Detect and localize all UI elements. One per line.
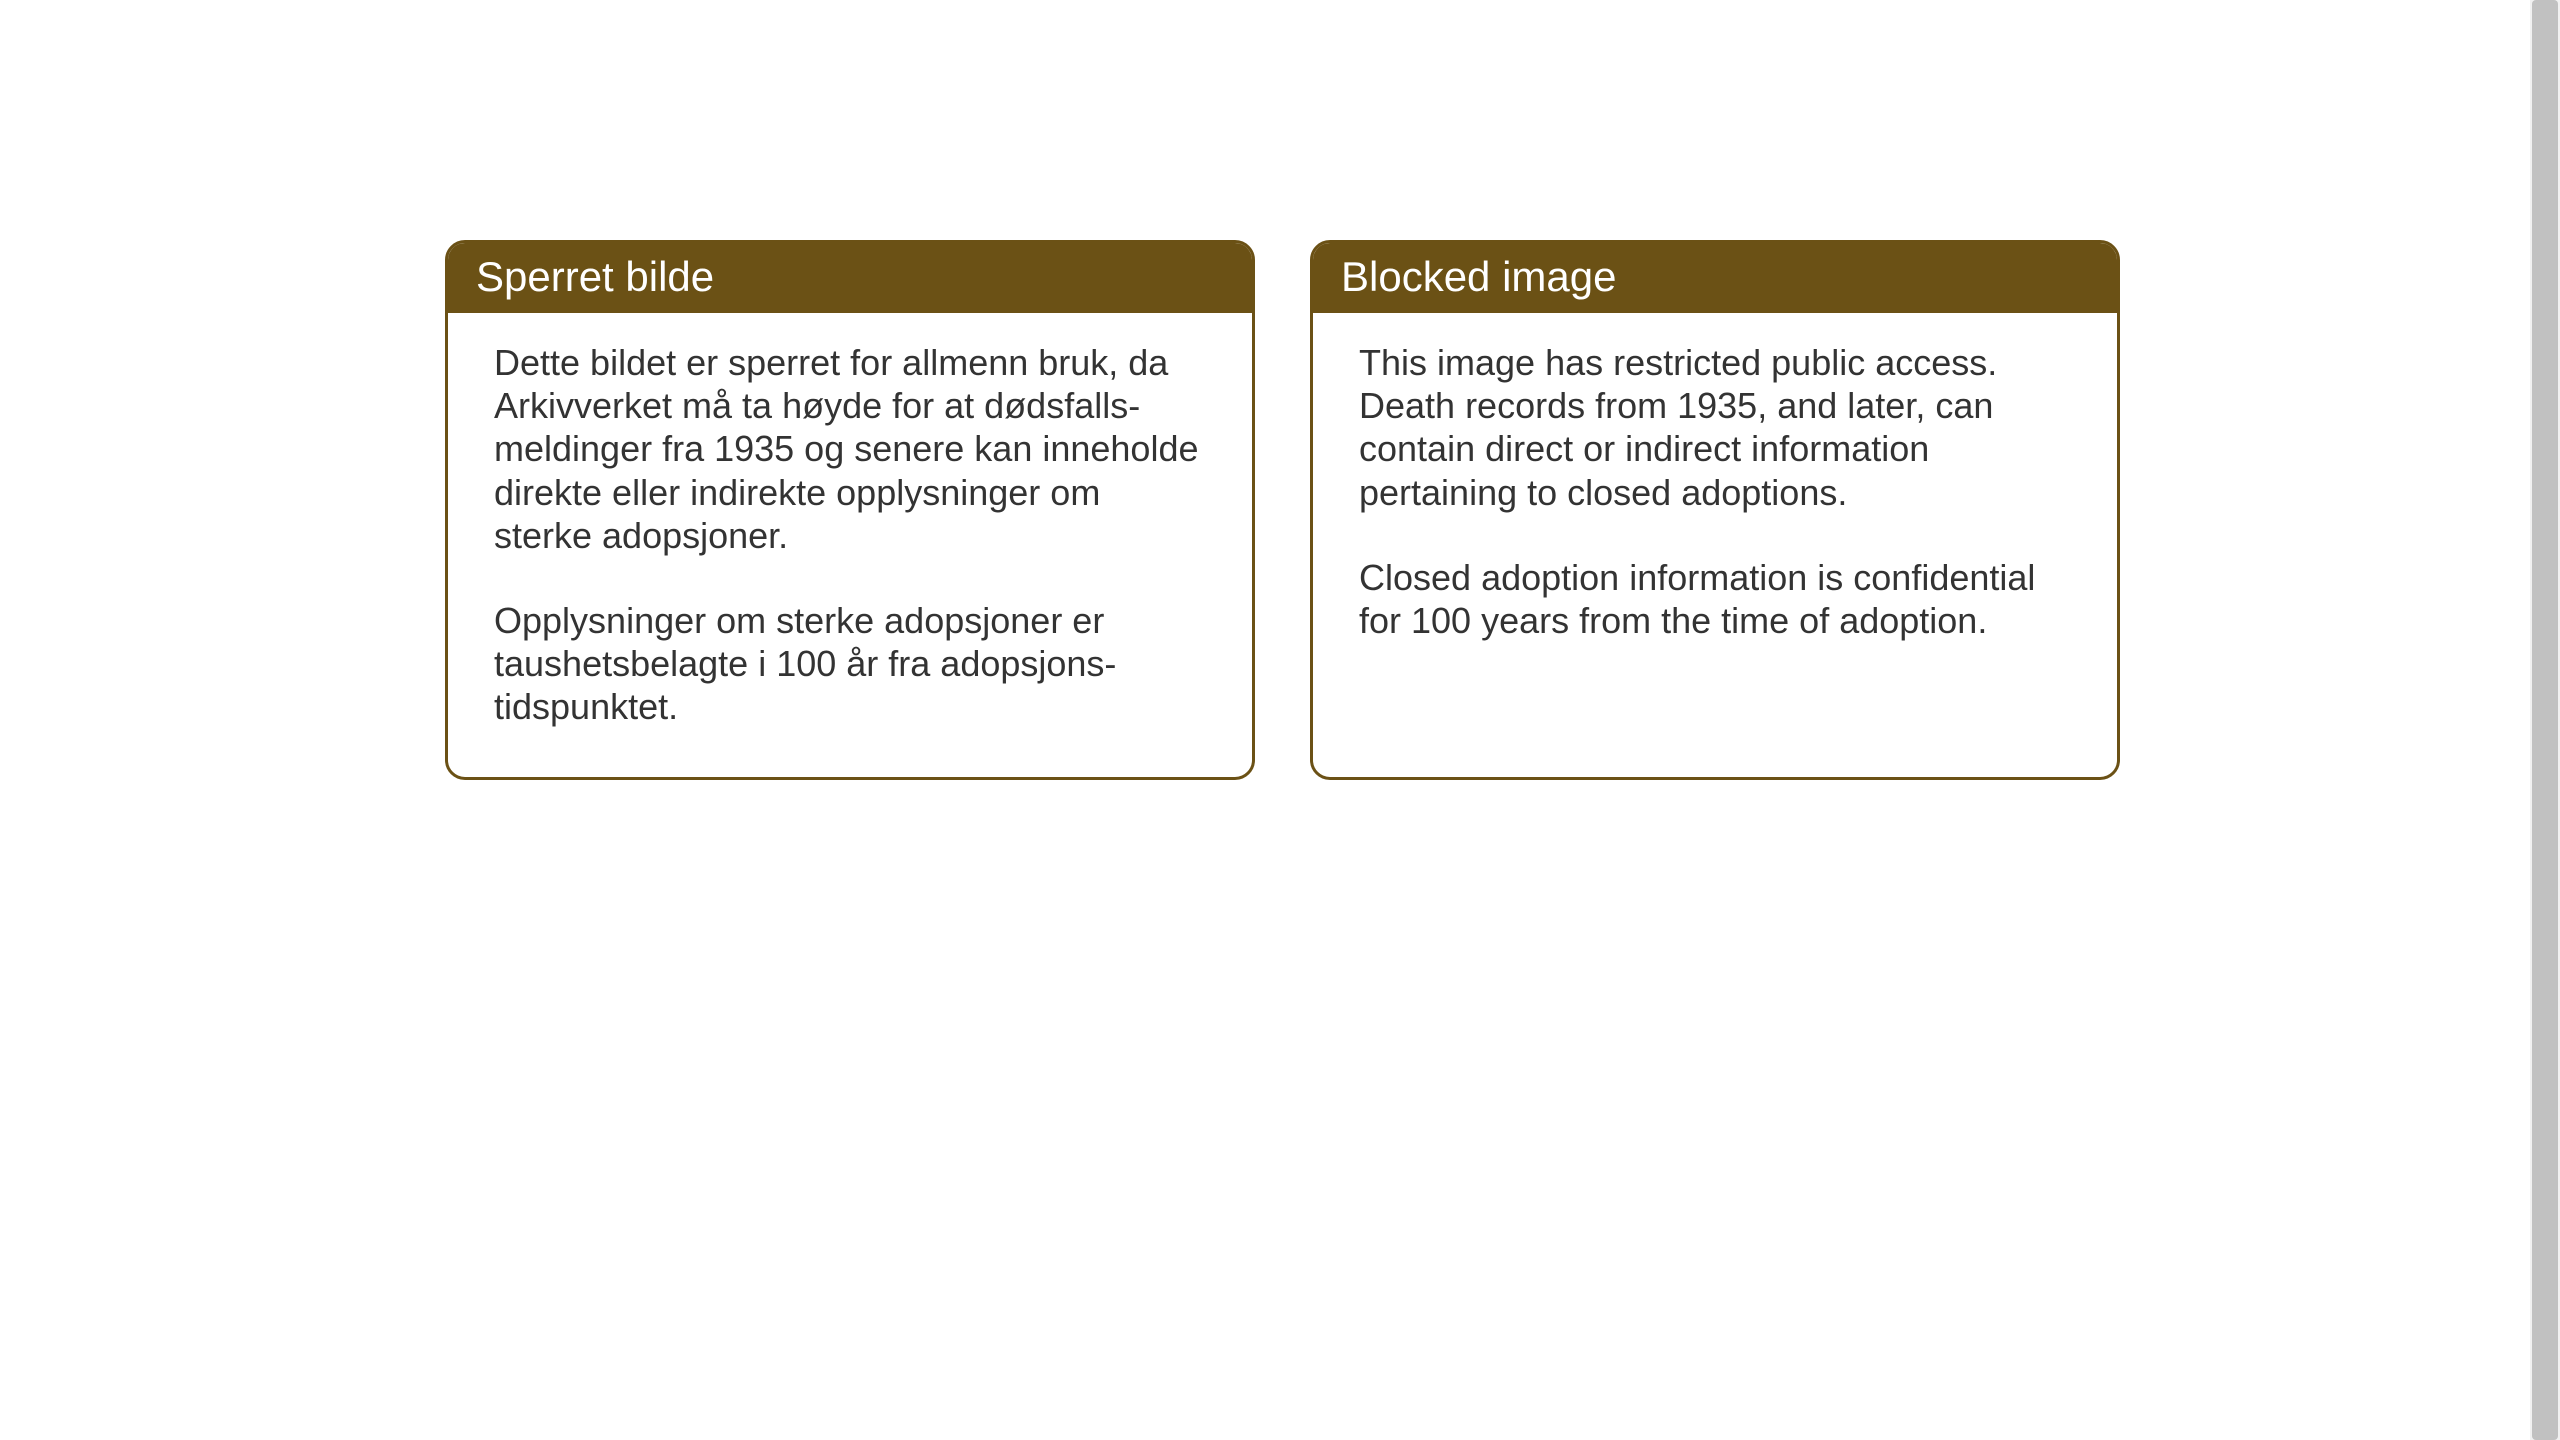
card-body-english: This image has restricted public access.… [1313, 313, 2117, 690]
card-title-english: Blocked image [1341, 253, 1616, 300]
card-header-english: Blocked image [1313, 243, 2117, 313]
card-paragraph: Closed adoption information is confident… [1359, 556, 2071, 642]
notice-container: Sperret bilde Dette bildet er sperret fo… [445, 240, 2120, 780]
vertical-scrollbar[interactable] [2530, 0, 2560, 1440]
card-title-norwegian: Sperret bilde [476, 253, 714, 300]
notice-card-english: Blocked image This image has restricted … [1310, 240, 2120, 780]
card-paragraph: Opplysninger om sterke adopsjoner er tau… [494, 599, 1206, 729]
card-paragraph: Dette bildet er sperret for allmenn bruk… [494, 341, 1206, 557]
scrollbar-thumb[interactable] [2532, 0, 2558, 1440]
notice-card-norwegian: Sperret bilde Dette bildet er sperret fo… [445, 240, 1255, 780]
card-header-norwegian: Sperret bilde [448, 243, 1252, 313]
card-paragraph: This image has restricted public access.… [1359, 341, 2071, 514]
card-body-norwegian: Dette bildet er sperret for allmenn bruk… [448, 313, 1252, 777]
